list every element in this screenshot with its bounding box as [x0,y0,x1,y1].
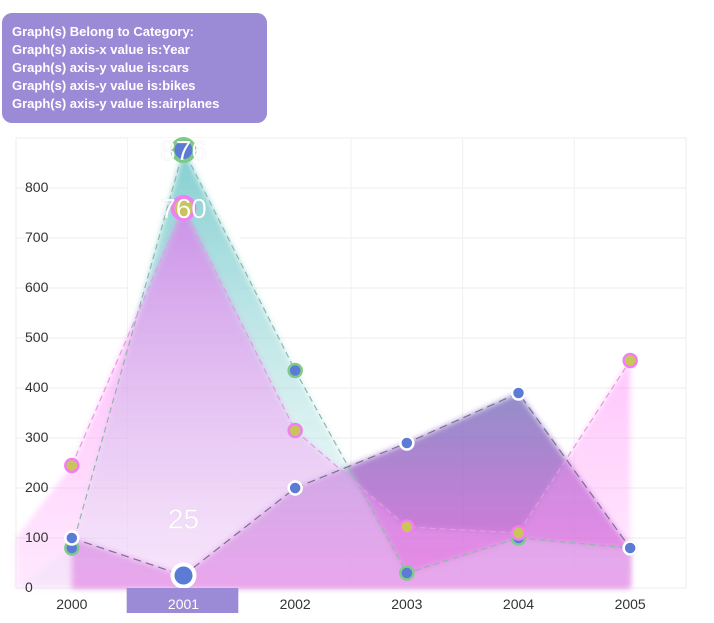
data-point-series-2 [399,519,415,535]
y-tick-label: 500 [25,329,49,345]
data-point-series-2 [622,352,638,369]
data-point-series-3 [170,562,197,589]
y-tick-label: 200 [25,479,49,495]
value-label: 25 [168,504,199,535]
info-line-x-axis: Graph(s) axis-x value is:Year [12,42,190,57]
y-tick-label: 700 [25,229,49,245]
info-line-y-axis-cars: Graph(s) axis-y value is:cars [12,60,190,75]
chart-points [64,137,638,589]
chart-areas [16,150,631,588]
data-point-series-2 [64,457,80,474]
highlighted-x-tick-bg [126,588,239,613]
info-line-y-axis-bikes: Graph(s) axis-y value is:bikes [12,78,196,93]
info-line-y-axis-airplanes: Graph(s) axis-y value is:airplanes [12,96,220,111]
data-point-series-1 [399,565,415,581]
x-tick-label: 2005 [615,596,646,612]
value-label: 760 [160,193,207,224]
data-point-series-3 [510,385,527,401]
value-labels: 876 760 25 [160,135,207,535]
x-tick-label: 2002 [280,596,311,612]
y-tick-label: 600 [25,279,49,295]
line-series-1 [71,148,631,574]
y-axis-labels: 0 100 200 300 400 500 600 700 800 [25,179,49,595]
data-point-series-1 [170,137,197,163]
value-label: 876 [160,135,207,166]
info-line-category: Graph(s) Belong to Category: [12,24,195,39]
data-point-series-3 [64,530,80,546]
x-tick-label: 2003 [391,596,422,612]
data-point-series-1 [287,362,303,379]
x-axis-labels: 2000 2001 2002 2003 2004 2005 [56,588,646,613]
chart-lines [71,148,631,577]
y-tick-label: 800 [25,179,49,195]
data-point-series-2 [287,422,303,439]
line-series-3 [71,392,631,577]
area-series-2 [16,208,631,588]
graph-info-tooltip: Graph(s) Belong to Category: Graph(s) ax… [2,13,267,123]
y-tick-label: 0 [25,579,33,595]
data-point-series-2 [510,525,527,541]
data-point-series-2 [170,195,197,221]
data-point-series-3 [399,435,415,451]
y-tick-label: 100 [25,529,49,545]
x-tick-label: 2001 [168,596,199,612]
data-point-series-3 [622,540,638,556]
y-tick-label: 300 [25,429,49,445]
x-tick-label: 2004 [503,596,534,612]
line-series-2 [71,206,631,534]
y-tick-label: 400 [25,379,49,395]
data-point-series-3 [287,480,303,496]
x-tick-label: 2000 [56,596,87,612]
